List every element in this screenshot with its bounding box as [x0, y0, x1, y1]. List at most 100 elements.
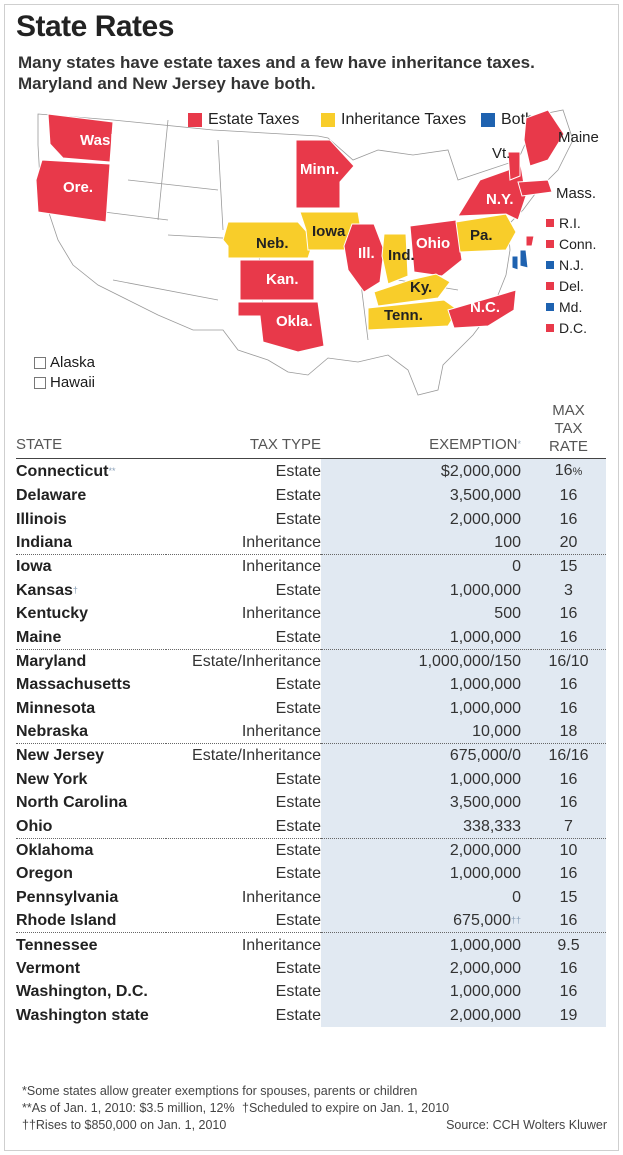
side-swatch-ri — [546, 219, 554, 227]
cell-state: Minnesota — [16, 699, 96, 717]
cell-max-tax-rate: 10 — [531, 837, 606, 863]
state-shape-wash — [47, 113, 114, 163]
table-row: Kansas† Estate 1,000,000 3 — [16, 578, 606, 602]
cell-max-tax-rate: 9.5 — [531, 932, 606, 957]
state-label-ny: N.Y. — [486, 191, 514, 208]
cell-tax-type: Inheritance — [241, 723, 321, 741]
source-credit: Source: CCH Wolters Kluwer — [446, 1118, 607, 1132]
cell-max-tax-rate: 3 — [531, 578, 606, 602]
cell-state: Delaware — [16, 487, 87, 505]
cell-max-tax-rate: 19 — [531, 1003, 606, 1027]
cell-state: Iowa — [16, 554, 166, 579]
state-shape-mass — [517, 179, 553, 197]
cell-state: Kansas† — [16, 581, 78, 599]
cell-tax-type: Inheritance — [241, 533, 321, 551]
cell-state: Oregon — [16, 865, 73, 883]
table-row: Pennsylvania Inheritance 0 15 — [16, 885, 606, 910]
small-state-shape-1 — [511, 255, 519, 271]
table-row: Washington state Estate 2,000,000 19 — [16, 1003, 606, 1027]
cell-exemption: 1,000,000 — [321, 625, 531, 650]
cell-state: Oklahoma — [16, 837, 166, 863]
table-row: North Carolina Estate 3,500,000 16 — [16, 791, 606, 815]
state-label-iowa: Iowa — [312, 223, 346, 240]
cell-state: Indiana — [16, 533, 73, 551]
cell-max-tax-rate: 16% — [531, 458, 606, 484]
inset-box-alaska — [34, 356, 46, 369]
cell-max-tax-rate: 16 — [531, 956, 606, 981]
side-label-nj: N.J. — [559, 257, 584, 273]
cell-state: Kentucky — [16, 605, 89, 623]
side-swatch-del — [546, 282, 554, 290]
cell-max-tax-rate: 16 — [531, 791, 606, 815]
cell-exemption: 1,000,000 — [321, 578, 531, 602]
table-row: Vermont Estate 2,000,000 16 — [16, 956, 606, 981]
cell-max-tax-rate: 15 — [531, 554, 606, 579]
legend-label-estate: Estate Taxes — [208, 111, 300, 128]
table-row: Tennessee Inheritance 1,000,000 9.5 — [16, 932, 606, 957]
cell-tax-type: Estate — [275, 510, 321, 528]
inset-label-hawaii: Hawaii — [50, 374, 96, 391]
cell-state: New York — [16, 770, 88, 788]
cell-state: North Carolina — [16, 794, 128, 812]
cell-state: Maryland — [16, 648, 166, 674]
footnote-mark: †† — [510, 915, 521, 926]
cell-max-tax-rate: 7 — [531, 814, 606, 839]
state-shape-ky — [373, 273, 451, 307]
cell-exemption: 2,000,000 — [321, 837, 531, 863]
cell-tax-type: Inheritance — [166, 932, 321, 957]
page-title: State Rates — [16, 10, 174, 43]
table-row: Massachusetts Estate 1,000,000 16 — [16, 673, 606, 697]
state-shape-vt — [507, 151, 521, 181]
col-header-max-tax-rate: MAX TAX RATE — [531, 402, 606, 459]
cell-exemption: $2,000,000 — [321, 458, 531, 484]
cell-state: Maine — [16, 628, 62, 646]
cell-exemption: 1,000,000/150 — [321, 648, 531, 674]
state-label-wash: Wash. — [80, 132, 124, 149]
cell-tax-type: Estate — [275, 817, 321, 835]
cell-max-tax-rate: 16 — [531, 980, 606, 1004]
cell-exemption: 1,000,000 — [321, 767, 531, 792]
cell-tax-type: Inheritance — [241, 605, 321, 623]
us-map: Wash. Ore. Minn. Neb. Iowa Kan. Okla. Ill. Ind.O… — [35, 109, 599, 396]
state-label-ind: Ind. — [388, 247, 415, 264]
cell-exemption: 0 — [321, 554, 531, 579]
state-shape-ill — [343, 223, 385, 293]
state-label-kan: Kan. — [266, 271, 299, 288]
cell-max-tax-rate: 16 — [531, 625, 606, 650]
cell-tax-type: Estate/Inheritance — [166, 743, 321, 768]
small-state-shape-2 — [525, 235, 535, 247]
state-shape-nc — [447, 289, 517, 329]
table-row: Oklahoma Estate 2,000,000 10 — [16, 837, 606, 863]
legend-swatch-estate — [188, 113, 202, 127]
cell-tax-type: Estate — [275, 960, 321, 977]
table-row: Minnesota Estate 1,000,000 16 — [16, 696, 606, 720]
page-subtitle: Many states have estate taxes and a few … — [18, 53, 535, 93]
cell-tax-type: Estate — [275, 770, 321, 788]
cell-max-tax-rate: 15 — [531, 885, 606, 910]
col-header-state: STATE — [16, 402, 166, 459]
side-swatch-nj — [546, 261, 554, 269]
cell-max-tax-rate: 16 — [531, 507, 606, 531]
cell-exemption: 10,000 — [321, 719, 531, 744]
state-label-ky: Ky. — [410, 279, 432, 296]
table-header-row: STATE TAX TYPE EXEMPTION* MAX TAX RATE — [16, 402, 606, 459]
state-label-mass: Mass. — [556, 185, 596, 202]
footnote-4: ††Rises to $850,000 on Jan. 1, 2010 — [22, 1118, 227, 1132]
rates-table: STATE TAX TYPE EXEMPTION* MAX TAX RATE Con… — [16, 402, 606, 1027]
state-shape-okla — [237, 301, 325, 353]
cell-state: Vermont — [16, 960, 81, 977]
cell-max-tax-rate: 16/16 — [531, 743, 606, 768]
state-label-tenn: Tenn. — [384, 307, 423, 324]
legend-swatch-inheritance — [321, 113, 335, 127]
table-row: Oregon Estate 1,000,000 16 — [16, 862, 606, 886]
cell-max-tax-rate: 16 — [531, 696, 606, 720]
state-shape-kan — [239, 259, 315, 301]
cell-max-tax-rate: 16 — [531, 601, 606, 626]
cell-exemption: 675,000†† — [321, 909, 531, 933]
legend-inheritance: Inheritance Taxes — [321, 111, 466, 129]
cell-tax-type: Estate — [275, 628, 321, 646]
cell-exemption: 1,000,000 — [321, 673, 531, 697]
cell-state: Washington state — [16, 1006, 149, 1024]
cell-tax-type: Estate — [275, 487, 321, 505]
footnotes: *Some states allow greater exemptions fo… — [22, 1083, 607, 1134]
